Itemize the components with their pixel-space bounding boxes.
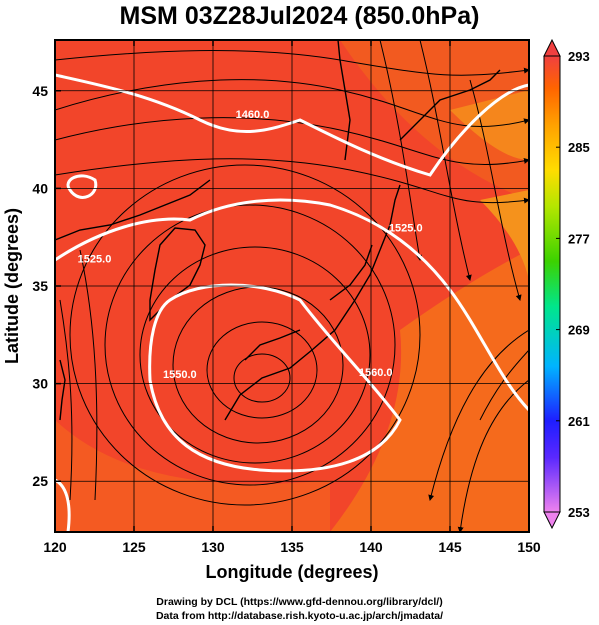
y-axis-label: Latitude (degrees) bbox=[2, 208, 22, 364]
y-tick-label: 25 bbox=[32, 473, 48, 489]
y-tick-label: 35 bbox=[32, 278, 48, 294]
colorbar-gradient bbox=[543, 55, 561, 513]
colorbar-tick-label: 253 bbox=[568, 505, 590, 520]
contour-label: 1460.0 bbox=[236, 109, 270, 121]
y-tick-label: 30 bbox=[32, 376, 48, 392]
contour-label: 1525.0 bbox=[389, 222, 423, 234]
credit-data: Data from http://database.rish.kyoto-u.a… bbox=[155, 610, 444, 622]
height-contours bbox=[55, 73, 529, 532]
contour-labels: 1460.0 1525.0 1525.0 1550.0 1560.0 bbox=[78, 109, 423, 381]
colorbar-min-arrow bbox=[543, 511, 561, 530]
warm-shade-ne bbox=[340, 40, 529, 200]
chart-title: MSM 03Z28Jul2024 (850.0hPa) bbox=[119, 2, 480, 30]
x-tick-label: 125 bbox=[122, 539, 146, 555]
credits: Drawing by DCL (https://www.gfd-dennou.o… bbox=[0, 595, 599, 623]
colorbar-tick-label: 269 bbox=[568, 323, 590, 338]
x-tick-label: 150 bbox=[517, 539, 541, 555]
x-tick-label: 130 bbox=[201, 539, 225, 555]
y-tick-label: 40 bbox=[32, 180, 48, 196]
warm-shade-se bbox=[330, 250, 529, 532]
x-tick-label: 120 bbox=[43, 539, 67, 555]
contour-label: 1550.0 bbox=[163, 369, 197, 381]
colorbar-tick-label: 277 bbox=[568, 231, 590, 246]
colorbar-tick-label: 293 bbox=[568, 49, 590, 64]
colorbar-tick-label: 285 bbox=[568, 140, 590, 155]
warm-shade-orange bbox=[450, 90, 529, 160]
y-tick-label: 45 bbox=[32, 83, 48, 99]
colorbar: 293 285 277 269 261 253 bbox=[543, 38, 590, 530]
credit-drawing: Drawing by DCL (https://www.gfd-dennou.o… bbox=[156, 596, 443, 608]
colorbar-max-arrow bbox=[543, 38, 561, 57]
contour-label: 1560.0 bbox=[359, 367, 393, 379]
x-tick-label: 135 bbox=[280, 539, 304, 555]
x-axis-label: Longitude (degrees) bbox=[205, 562, 378, 582]
warm-shade-orange-2 bbox=[480, 190, 529, 280]
colorbar-tick-label: 261 bbox=[568, 414, 590, 429]
coastlines bbox=[55, 40, 501, 421]
wind-streamlines bbox=[55, 40, 529, 532]
y-axis: 25 30 35 40 45 bbox=[32, 83, 61, 489]
contour-label: 1525.0 bbox=[78, 254, 112, 266]
x-tick-label: 140 bbox=[359, 539, 383, 555]
x-axis: 120 125 130 135 140 145 150 bbox=[43, 40, 541, 555]
grid-lines bbox=[55, 40, 529, 532]
x-tick-label: 145 bbox=[438, 539, 462, 555]
